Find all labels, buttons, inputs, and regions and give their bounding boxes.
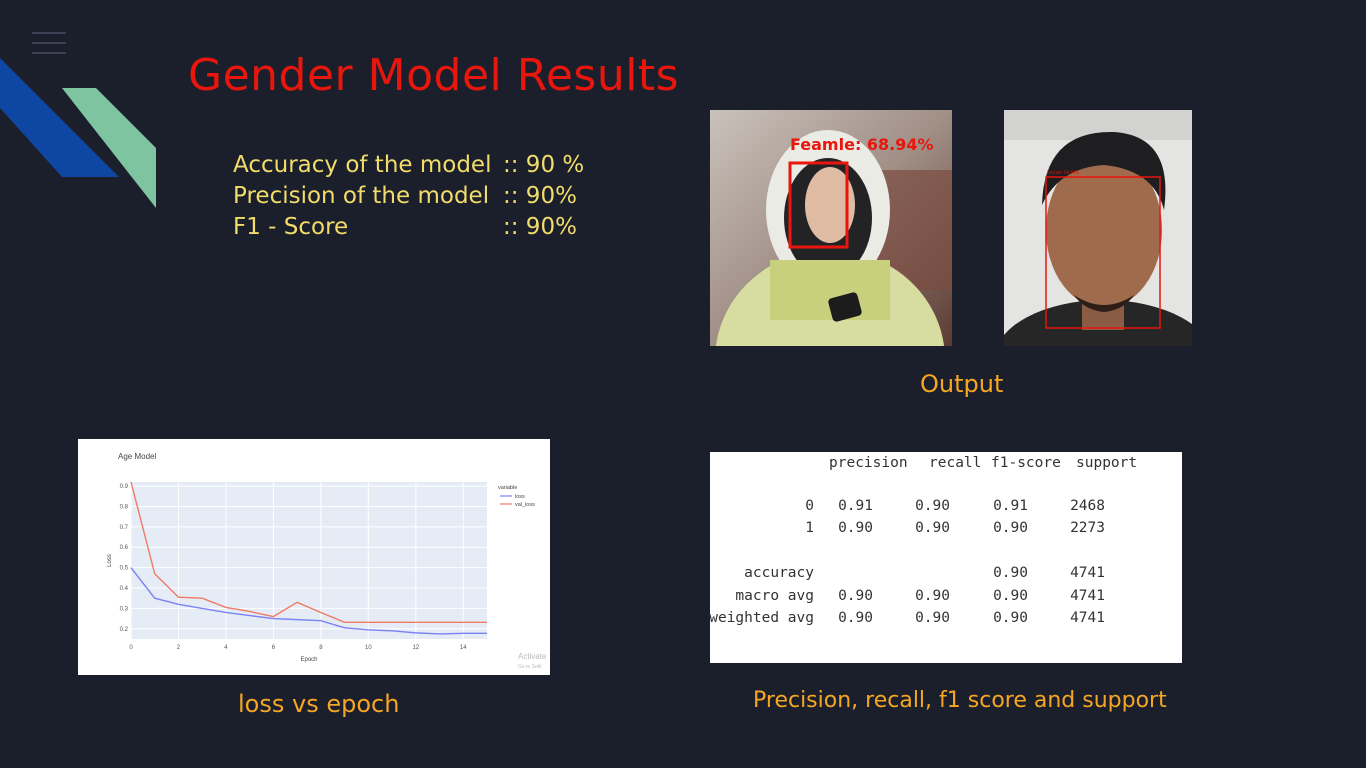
blue-stripe [0,58,119,177]
classification-report: precision recall f1-score support 0 0.91 0… [709,452,1182,663]
detection-label: Feamle: 68.94% [790,135,934,154]
header-precision: precision [829,455,908,471]
plot-area [131,482,487,639]
series-line-val_loss [130,481,487,623]
report-cell-f1: 0.90 [993,520,1028,536]
y-tick-label: 0.9 [120,484,129,490]
metrics-list: Accuracy of the model:: 90 % Precision o… [233,150,584,243]
header-support: support [1076,455,1138,471]
green-stripe [62,88,156,208]
report-cell-support: 4741 [1070,610,1105,626]
woman-photo-illustration: Feamle: 68.94% [710,110,952,346]
loss-chart: 0.2 0.3 0.4 0.5 0.6 0.7 0.8 0.9 0 2 4 6 8 10 12 14 Age M… [107,452,547,670]
face-detection-box [1045,176,1161,329]
y-tick-label: 0.3 [120,606,129,612]
y-tick-label: 0.6 [120,545,129,551]
metric-value: :: 90 % [503,152,585,178]
report-cell-recall: 0.90 [915,498,950,514]
report-cell-label: 1 [805,520,814,536]
report-cell-f1: 0.90 [993,610,1028,626]
y-tick-label: 0.8 [120,504,129,510]
metric-value: :: 90% [503,214,577,240]
report-cell-support: 2468 [1070,498,1105,514]
hamburger-icon[interactable] [32,32,66,56]
metric-value: :: 90% [503,183,577,209]
watermark-text: Activate [518,652,547,661]
output-photo-man: Female: 68.94% [1004,110,1192,346]
report-cell-f1: 0.90 [993,588,1028,604]
report-cell-label: 0 [805,498,814,514]
x-tick-label: 0 [129,645,133,651]
report-cell-label: macro avg [735,588,814,604]
report-cell-label: accuracy [744,565,814,581]
report-cell-recall: 0.90 [915,520,950,536]
report-cell-f1: 0.91 [993,498,1028,514]
report-cell-recall: 0.90 [915,588,950,604]
x-tick-label: 4 [224,645,228,651]
x-tick-label: 10 [365,645,372,651]
y-tick-label: 0.5 [120,566,129,572]
metric-label: Accuracy of the model [233,152,492,178]
y-tick-label: 0.7 [120,525,129,531]
x-tick-label: 6 [272,645,276,651]
legend-label-val_loss: val_loss [515,502,535,508]
metric-row: Accuracy of the model:: 90 % [233,150,584,181]
report-cell-precision: 0.90 [838,588,873,604]
man-photo-illustration: Female: 68.94% [1004,110,1192,346]
face-detection-box [788,161,849,249]
header-recall: recall [929,455,982,471]
series-line-loss [130,567,487,635]
report-caption: Precision, recall, f1 score and support [753,688,1167,713]
decorative-stripes [0,58,156,208]
output-caption: Output [920,370,1004,398]
report-cell-recall: 0.90 [915,610,950,626]
metric-row: Precision of the model:: 90% [233,181,584,212]
y-tick-label: 0.2 [120,627,129,633]
metric-label: Precision of the model [233,183,490,209]
x-tick-label: 12 [412,645,419,651]
report-cell-support: 4741 [1070,565,1105,581]
loss-caption: loss vs epoch [238,690,400,718]
report-cell-precision: 0.91 [838,498,873,514]
report-cell-support: 4741 [1070,588,1105,604]
slide-title: Gender Model Results [188,50,680,101]
watermark-subtext: Go to Setti [518,664,542,670]
chart-title: Age Model [118,452,156,461]
x-tick-label: 2 [177,645,181,651]
y-tick-label: 0.4 [120,586,129,592]
legend-title: variable [498,485,517,491]
metric-row: F1 - Score:: 90% [233,212,584,243]
legend-label-loss: loss [515,494,525,500]
detection-label: Female: 68.94% [1047,170,1080,175]
x-tick-label: 14 [460,645,467,651]
report-cell-f1: 0.90 [993,565,1028,581]
x-axis-label: Epoch [300,657,317,663]
report-cell-precision: 0.90 [838,520,873,536]
metric-label: F1 - Score [233,214,349,240]
x-tick-label: 8 [319,645,323,651]
output-photo-woman: Feamle: 68.94% [710,110,952,346]
report-cell-label: weighted avg [709,610,814,626]
y-axis-label: Loss [107,554,113,567]
loss-chart-card: 0.2 0.3 0.4 0.5 0.6 0.7 0.8 0.9 0 2 4 6 8 10 12 14 Age M… [78,439,550,675]
report-cell-precision: 0.90 [838,610,873,626]
report-cell-support: 2273 [1070,520,1105,536]
header-f1-score: f1-score [991,455,1061,471]
